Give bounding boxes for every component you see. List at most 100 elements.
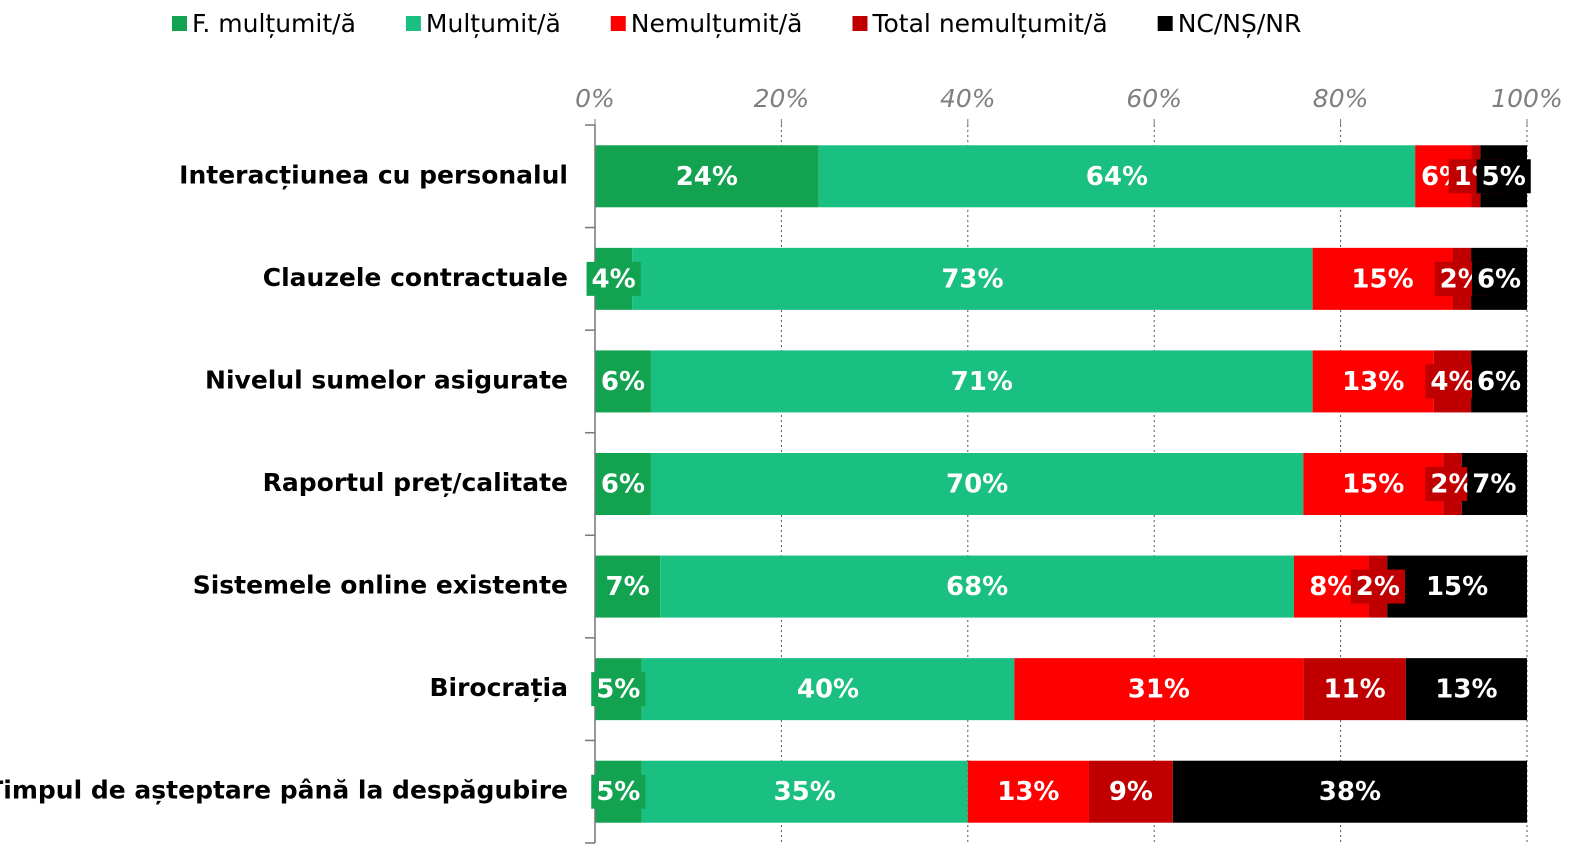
category-label: Raportul preț/calitate (263, 468, 568, 497)
data-label-group: 6% (595, 364, 651, 399)
data-label: 5% (1482, 162, 1526, 192)
data-label-bg (595, 364, 651, 399)
data-label-bg (586, 261, 641, 296)
data-label: 38% (1319, 777, 1381, 807)
data-label-group: 4% (1425, 364, 1480, 399)
data-label-bg (1430, 672, 1503, 707)
data-label-group: 7% (600, 569, 655, 604)
data-label: 7% (606, 572, 650, 602)
data-label: 13% (997, 777, 1059, 807)
data-label: 6% (1477, 264, 1521, 294)
data-label-group: 6% (1471, 364, 1527, 399)
data-label-group: 40% (791, 672, 865, 707)
data-label: 71% (951, 367, 1013, 397)
legend-label: Mulțumit/ă (426, 9, 561, 38)
data-label-group: 15% (1337, 467, 1410, 501)
data-label-group: 6% (1471, 261, 1527, 296)
data-label-group: 6% (595, 467, 651, 501)
data-label-bg (941, 467, 1014, 501)
data-label-bg (1080, 159, 1154, 194)
data-label-bg (591, 774, 646, 809)
data-label: 15% (1426, 572, 1488, 602)
data-label-bg (595, 467, 651, 501)
legend-swatch (172, 16, 187, 31)
data-label: 8% (1309, 572, 1353, 602)
data-label-group: 13% (992, 774, 1065, 809)
data-label-group: 31% (1122, 672, 1195, 707)
data-label-bg (1313, 774, 1387, 809)
data-label: 7% (1472, 470, 1516, 500)
data-label: 15% (1351, 264, 1413, 294)
data-label-group: 70% (941, 467, 1014, 501)
data-label-group: 13% (1337, 364, 1410, 399)
data-label: 2% (1356, 572, 1400, 602)
data-label: 68% (946, 572, 1008, 602)
data-label: 13% (1435, 675, 1497, 705)
x-tick-label: 0% (575, 84, 615, 113)
data-label: 70% (946, 470, 1008, 500)
category-label: Clauzele contractuale (263, 263, 568, 292)
data-label-bg (992, 774, 1065, 809)
x-tick-label: 40% (940, 84, 996, 113)
legend-label: Nemulțumit/ă (631, 9, 803, 38)
data-label-bg (1337, 364, 1410, 399)
data-label-bg (936, 261, 1009, 296)
data-label-bg (1337, 467, 1410, 501)
data-label: 9% (1109, 777, 1153, 807)
data-label-bg (1467, 467, 1522, 501)
legend-swatch (610, 16, 626, 31)
data-label: 6% (601, 470, 645, 500)
data-label-bg (1103, 774, 1158, 809)
data-label-bg (591, 672, 646, 707)
data-label-group: 2% (1425, 467, 1480, 501)
x-tick-label: 20% (754, 84, 810, 113)
data-label-group: 68% (941, 569, 1014, 604)
x-tick-label: 80% (1313, 84, 1369, 113)
data-label-bg (941, 569, 1014, 604)
category-label: Interacțiunea cu personalul (179, 160, 568, 189)
category-label: Sistemele online existente (193, 571, 568, 600)
data-label-bg (945, 364, 1018, 399)
data-label: 5% (596, 675, 640, 705)
legend-swatch (405, 16, 421, 31)
data-label-group: 5% (1476, 159, 1531, 194)
data-label-group: 35% (768, 774, 841, 809)
data-label: 15% (1342, 470, 1404, 500)
data-label-group: 7% (1467, 467, 1522, 501)
legend-swatch (1157, 16, 1173, 31)
data-label: 6% (1477, 367, 1521, 397)
data-label-group: 5% (591, 774, 646, 809)
data-label-bg (1350, 569, 1405, 604)
data-label: 64% (1086, 162, 1148, 192)
data-label-bg (670, 159, 743, 194)
data-label-bg (1471, 261, 1527, 296)
data-label-group: 15% (1346, 261, 1419, 296)
legend-swatch (852, 16, 868, 31)
data-label-group: 2% (1350, 569, 1405, 604)
category-label: Nivelul sumelor asigurate (205, 365, 568, 394)
data-label-bg (791, 672, 865, 707)
data-label: 73% (941, 264, 1003, 294)
data-label: 31% (1128, 675, 1190, 705)
data-label-group: 13% (1430, 672, 1503, 707)
category-label: Birocrația (429, 673, 568, 702)
data-label-bg (1122, 672, 1195, 707)
data-label-group: 9% (1103, 774, 1158, 809)
data-label: 6% (601, 367, 645, 397)
data-label: 2% (1430, 470, 1474, 500)
data-label-group: 4% (586, 261, 641, 296)
data-label-bg (1346, 261, 1419, 296)
data-label-group: 38% (1313, 774, 1387, 809)
data-label: 11% (1323, 675, 1385, 705)
data-label: 5% (596, 777, 640, 807)
category-label: Timpul de așteptare până la despăgubire (0, 776, 568, 805)
data-label-group: 5% (591, 672, 646, 707)
x-tick-label: 100% (1491, 84, 1562, 113)
data-label-bg (1476, 159, 1531, 194)
data-label-group: 24% (670, 159, 743, 194)
data-label-group: 15% (1420, 569, 1494, 604)
x-tick-label: 60% (1126, 84, 1182, 113)
legend-label: Total nemulțumit/ă (871, 9, 1107, 38)
data-label: 13% (1342, 367, 1404, 397)
